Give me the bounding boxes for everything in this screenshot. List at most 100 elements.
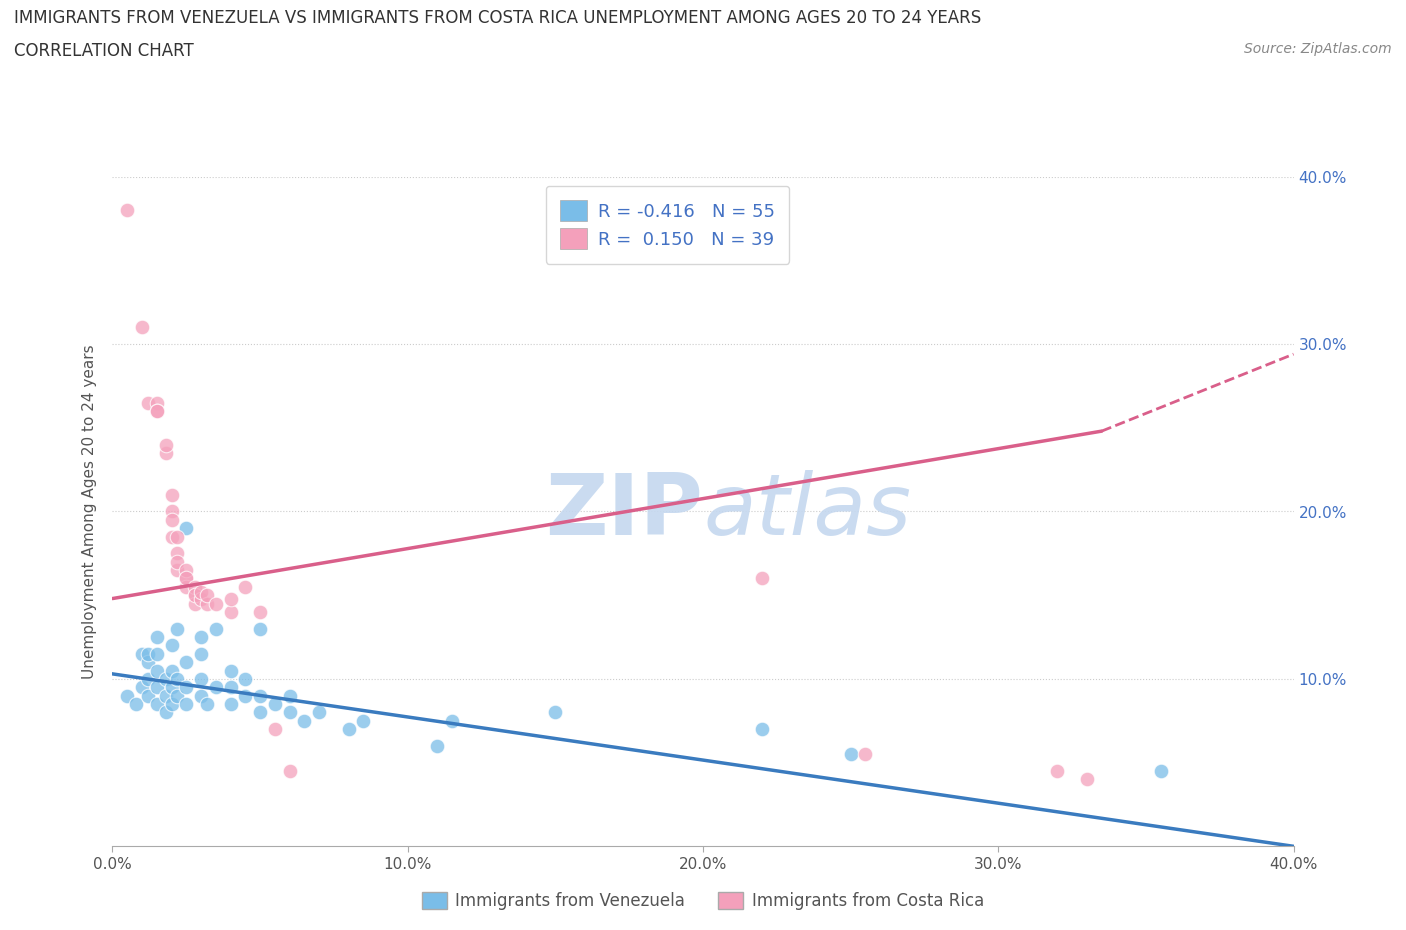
- Point: [146, 697, 169, 711]
- Point: [146, 630, 169, 644]
- Point: [190, 630, 212, 644]
- Point: [219, 680, 242, 695]
- Point: [160, 487, 183, 502]
- Point: [190, 688, 212, 703]
- Point: [1150, 764, 1173, 778]
- Point: [174, 521, 197, 536]
- Point: [249, 688, 271, 703]
- Point: [174, 697, 197, 711]
- Point: [160, 697, 183, 711]
- Point: [205, 680, 228, 695]
- Point: [426, 738, 449, 753]
- Point: [166, 554, 188, 569]
- Point: [146, 395, 169, 410]
- Text: ZIP: ZIP: [546, 470, 703, 553]
- Point: [166, 688, 188, 703]
- Point: [249, 705, 271, 720]
- Point: [146, 680, 169, 695]
- Point: [190, 584, 212, 599]
- Point: [292, 713, 315, 728]
- Point: [190, 591, 212, 606]
- Point: [155, 437, 177, 452]
- Legend: R = -0.416   N = 55, R =  0.150   N = 39: R = -0.416 N = 55, R = 0.150 N = 39: [546, 186, 790, 263]
- Point: [160, 504, 183, 519]
- Point: [166, 671, 188, 686]
- Point: [195, 697, 218, 711]
- Point: [174, 571, 197, 586]
- Point: [155, 671, 177, 686]
- Point: [117, 203, 138, 218]
- Point: [136, 655, 159, 670]
- Point: [117, 688, 138, 703]
- Point: [174, 680, 197, 695]
- Point: [219, 604, 242, 619]
- Point: [352, 713, 374, 728]
- Point: [136, 646, 159, 661]
- Point: [136, 688, 159, 703]
- Point: [264, 722, 287, 737]
- Point: [219, 591, 242, 606]
- Point: [160, 529, 183, 544]
- Point: [174, 579, 197, 594]
- Point: [249, 604, 271, 619]
- Point: [136, 671, 159, 686]
- Point: [219, 663, 242, 678]
- Point: [544, 705, 567, 720]
- Point: [155, 445, 177, 460]
- Point: [160, 680, 183, 695]
- Point: [190, 646, 212, 661]
- Point: [839, 747, 862, 762]
- Point: [233, 671, 256, 686]
- Point: [233, 688, 256, 703]
- Point: [155, 705, 177, 720]
- Text: Source: ZipAtlas.com: Source: ZipAtlas.com: [1244, 42, 1392, 56]
- Point: [166, 529, 188, 544]
- Point: [751, 722, 773, 737]
- Point: [855, 747, 877, 762]
- Point: [441, 713, 464, 728]
- Point: [190, 671, 212, 686]
- Point: [278, 705, 301, 720]
- Point: [160, 638, 183, 653]
- Point: [195, 588, 218, 603]
- Text: atlas: atlas: [703, 470, 911, 553]
- Point: [174, 655, 197, 670]
- Point: [174, 571, 197, 586]
- Point: [184, 579, 207, 594]
- Point: [1046, 764, 1069, 778]
- Point: [278, 764, 301, 778]
- Point: [219, 697, 242, 711]
- Point: [205, 621, 228, 636]
- Point: [278, 688, 301, 703]
- Point: [249, 621, 271, 636]
- Point: [136, 395, 159, 410]
- Point: [131, 320, 153, 335]
- Point: [184, 588, 207, 603]
- Point: [174, 563, 197, 578]
- Text: IMMIGRANTS FROM VENEZUELA VS IMMIGRANTS FROM COSTA RICA UNEMPLOYMENT AMONG AGES : IMMIGRANTS FROM VENEZUELA VS IMMIGRANTS …: [14, 9, 981, 27]
- Point: [205, 596, 228, 611]
- Point: [308, 705, 330, 720]
- Text: CORRELATION CHART: CORRELATION CHART: [14, 42, 194, 60]
- Point: [155, 688, 177, 703]
- Point: [125, 697, 148, 711]
- Point: [233, 579, 256, 594]
- Point: [184, 588, 207, 603]
- Point: [166, 621, 188, 636]
- Point: [166, 563, 188, 578]
- Point: [751, 571, 773, 586]
- Point: [195, 596, 218, 611]
- Point: [264, 697, 287, 711]
- Point: [1076, 772, 1098, 787]
- Legend: Immigrants from Venezuela, Immigrants from Costa Rica: Immigrants from Venezuela, Immigrants fr…: [415, 885, 991, 917]
- Y-axis label: Unemployment Among Ages 20 to 24 years: Unemployment Among Ages 20 to 24 years: [82, 344, 97, 679]
- Point: [131, 646, 153, 661]
- Point: [166, 546, 188, 561]
- Point: [146, 663, 169, 678]
- Point: [131, 680, 153, 695]
- Point: [337, 722, 360, 737]
- Point: [146, 404, 169, 418]
- Point: [160, 663, 183, 678]
- Point: [160, 512, 183, 527]
- Point: [146, 646, 169, 661]
